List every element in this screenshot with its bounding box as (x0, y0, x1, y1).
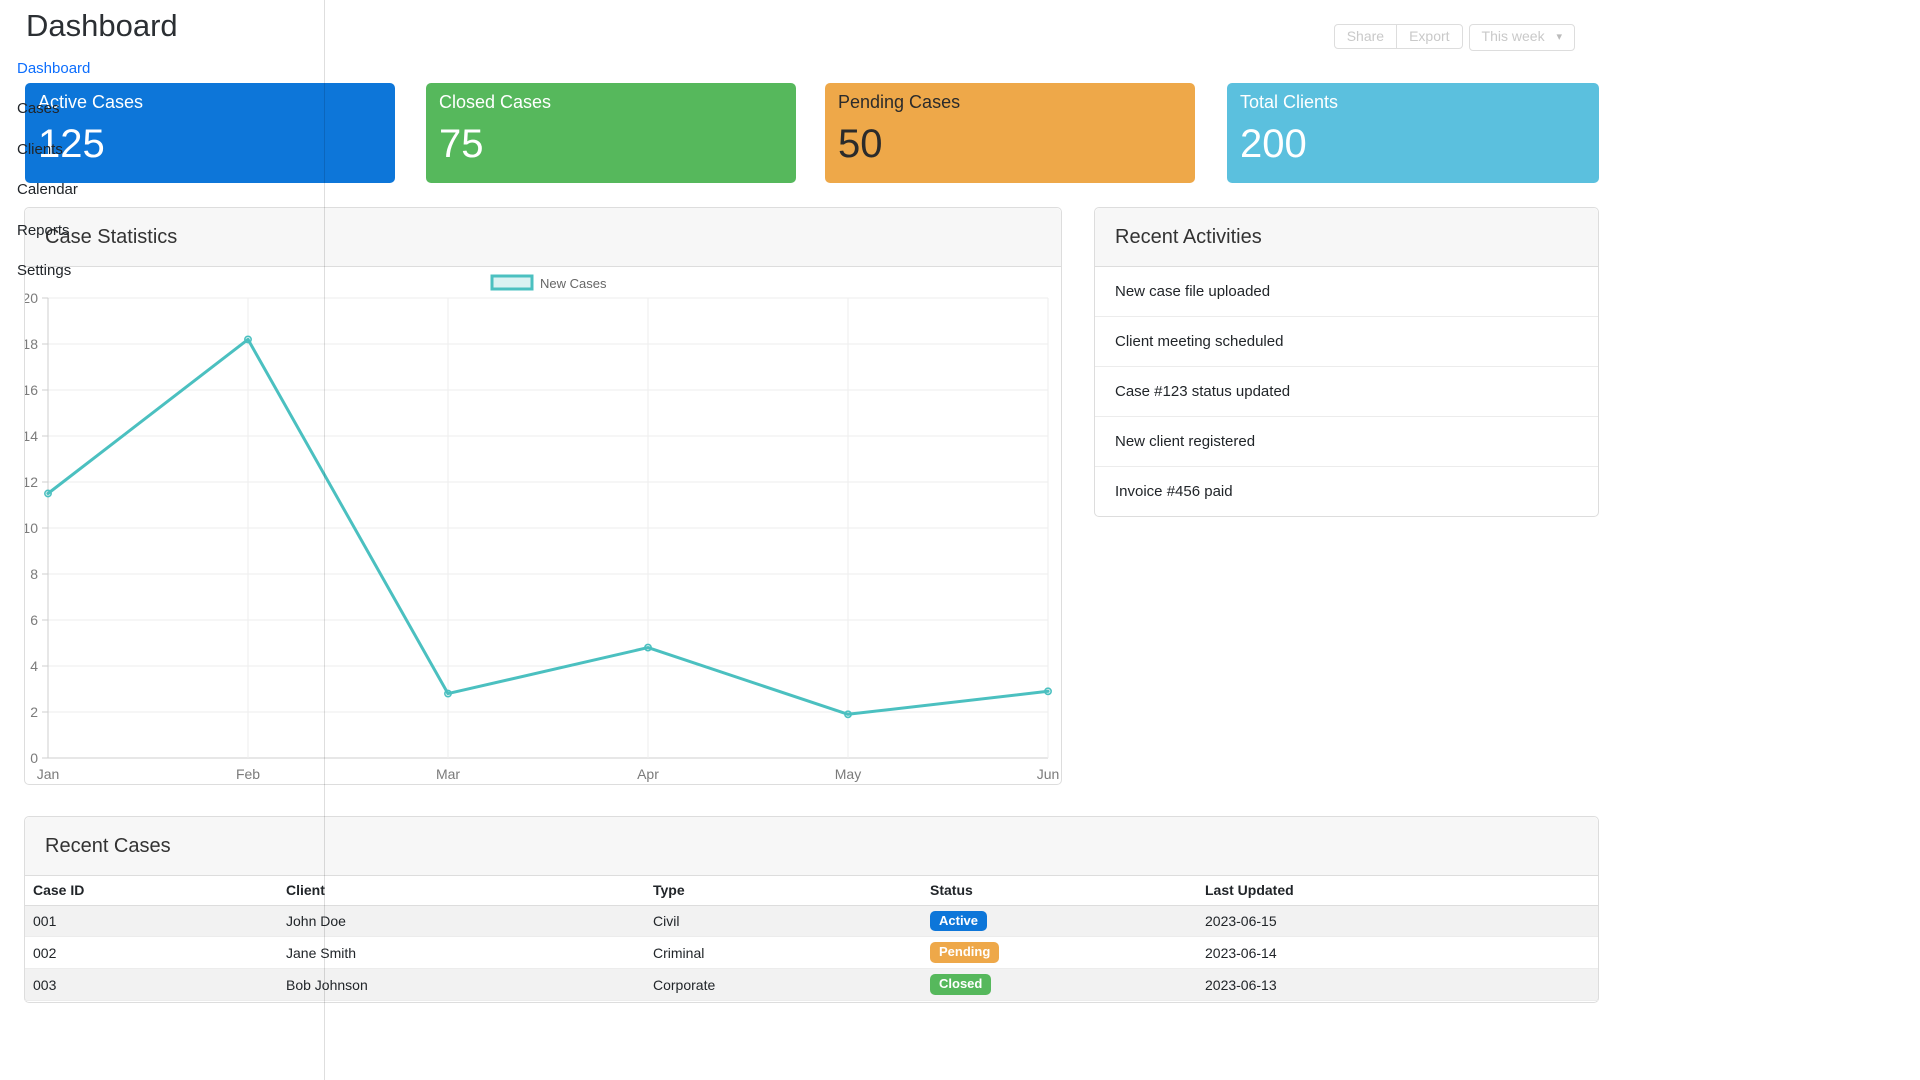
time-range-label: This week (1481, 28, 1545, 44)
status-badge: Active (930, 910, 988, 932)
client-cell: Bob Johnson (278, 968, 645, 1002)
svg-text:16: 16 (25, 382, 38, 398)
activity-list: New case file uploaded Client meeting sc… (1095, 267, 1598, 517)
table-header-row: Case ID Client Type Status Last Updated (25, 876, 1598, 906)
svg-text:10: 10 (25, 520, 38, 536)
svg-text:8: 8 (30, 566, 38, 582)
stat-card-title: Active Cases (38, 92, 144, 112)
type-cell: Criminal (645, 936, 922, 970)
page-title: Dashboard (26, 8, 178, 43)
stat-card-title: Total Clients (1240, 92, 1339, 112)
status-cell: Pending (922, 936, 1197, 970)
last-updated-cell: 2023-06-13 (1197, 968, 1598, 1002)
status-cell: Closed (922, 968, 1197, 1002)
svg-text:4: 4 (30, 658, 38, 674)
activity-item: Client meeting scheduled (1095, 317, 1598, 367)
stat-card-value: 50 (838, 122, 883, 166)
toolbar: Share Export This week ▾ (1333, 24, 1575, 51)
stat-card-value: 125 (38, 122, 105, 166)
activity-item: New client registered (1095, 417, 1598, 467)
activity-item: New case file uploaded (1095, 267, 1598, 317)
svg-text:2: 2 (30, 704, 38, 720)
svg-text:0: 0 (30, 750, 38, 766)
case-id-cell: 002 (25, 936, 278, 970)
recent-activities-panel: Recent Activities New case file uploaded… (1094, 207, 1599, 517)
case-id-cell: 003 (25, 968, 278, 1002)
svg-text:Mar: Mar (436, 766, 460, 782)
recent-cases-table: Case ID Client Type Status Last Updated … (25, 876, 1598, 1002)
share-export-group: Share Export (1333, 24, 1463, 49)
stat-card-closed-cases: Closed Cases 75 (426, 83, 796, 183)
status-badge: Closed (930, 974, 992, 996)
caret-down-icon: ▾ (1556, 31, 1562, 43)
svg-text:Jun: Jun (1037, 766, 1060, 782)
case-statistics-panel-title: Case Statistics (25, 208, 1061, 267)
svg-text:20: 20 (25, 290, 38, 306)
recent-cases-panel: Recent Cases Case ID Client Type Status … (24, 816, 1599, 1003)
stat-card-pending-cases: Pending Cases 50 (825, 83, 1195, 183)
svg-text:18: 18 (25, 336, 38, 352)
type-cell: Corporate (645, 968, 922, 1002)
case-id-cell: 001 (25, 905, 278, 938)
svg-text:Apr: Apr (637, 766, 659, 782)
svg-text:Jan: Jan (37, 766, 60, 782)
table-row: 003 Bob Johnson Corporate Closed 2023-06… (25, 968, 1598, 1002)
sidebar-nav: Cases Clients Calendar Reports Settings (17, 100, 78, 303)
svg-text:New Cases: New Cases (540, 276, 607, 291)
stat-card-active-cases: Active Cases 125 (25, 83, 395, 183)
table-header-cell: Client (278, 876, 645, 906)
share-button[interactable]: Share (1333, 24, 1398, 49)
sidebar-item-clients[interactable]: Clients (17, 140, 63, 158)
svg-text:12: 12 (25, 474, 38, 490)
stat-card-value: 75 (439, 122, 484, 166)
table-row: 001 John Doe Civil Active 2023-06-15 (25, 905, 1598, 938)
table-row: 002 Jane Smith Criminal Pending 2023-06-… (25, 936, 1598, 970)
svg-text:May: May (835, 766, 861, 782)
status-cell: Active (922, 905, 1197, 938)
time-range-dropdown[interactable]: This week ▾ (1468, 24, 1575, 51)
case-statistics-panel: Case Statistics 0 2 4 6 8 10 12 14 16 18 20 Jan Feb M… (22, 207, 1062, 785)
sidebar-item-reports[interactable]: Reports (17, 221, 70, 239)
table-header-cell: Last Updated (1197, 876, 1598, 906)
table-header-cell: Case ID (25, 876, 278, 906)
breadcrumb-dashboard-link[interactable]: Dashboard (17, 60, 91, 77)
export-button[interactable]: Export (1396, 24, 1463, 49)
stat-card-total-clients: Total Clients 200 (1227, 83, 1599, 183)
recent-cases-panel-title: Recent Cases (25, 817, 1598, 876)
svg-text:14: 14 (25, 428, 38, 444)
svg-text:6: 6 (30, 612, 38, 628)
stat-card-value: 200 (1240, 122, 1307, 166)
stat-card-title: Closed Cases (439, 92, 552, 112)
type-cell: Civil (645, 905, 922, 938)
table-header-cell: Status (922, 876, 1197, 906)
activity-item: Case #123 status updated (1095, 367, 1598, 417)
last-updated-cell: 2023-06-14 (1197, 936, 1598, 970)
client-cell: Jane Smith (278, 936, 645, 970)
last-updated-cell: 2023-06-15 (1197, 905, 1598, 938)
sidebar-item-calendar[interactable]: Calendar (17, 181, 78, 198)
recent-activities-panel-title: Recent Activities (1095, 208, 1598, 267)
status-badge: Pending (930, 942, 1000, 964)
sidebar-item-cases[interactable]: Cases (17, 100, 60, 117)
client-cell: John Doe (278, 905, 645, 938)
table-header-cell: Type (645, 876, 922, 906)
case-statistics-chart: 0 2 4 6 8 10 12 14 16 18 20 Jan Feb Mar Apr May Jun New C… (22, 267, 1061, 784)
stat-card-title: Pending Cases (838, 92, 961, 112)
activity-item: Invoice #456 paid (1115, 483, 1233, 500)
svg-text:Feb: Feb (236, 766, 260, 782)
sidebar-item-settings[interactable]: Settings (17, 262, 72, 279)
